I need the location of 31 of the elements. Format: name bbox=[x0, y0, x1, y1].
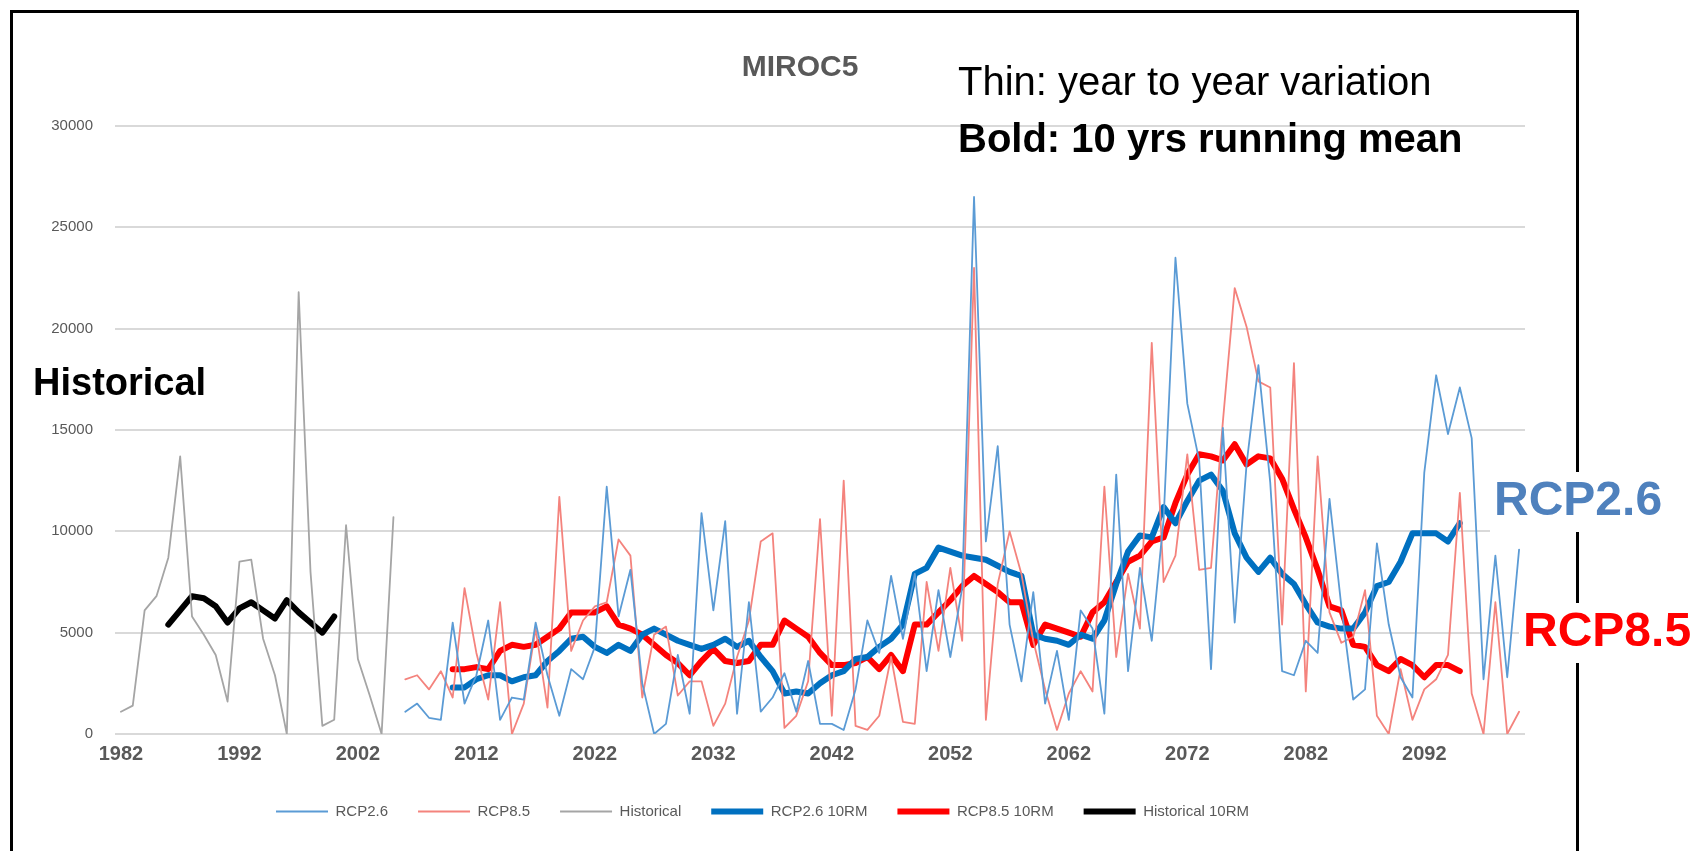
annotation: RCP8.5 bbox=[1523, 603, 1692, 657]
y-tick-label: 25000 bbox=[51, 217, 93, 235]
legend-label: Historical 10RM bbox=[1143, 801, 1249, 819]
legend-label: RCP8.5 10RM bbox=[956, 801, 1054, 819]
x-tick-label: 2032 bbox=[691, 741, 736, 764]
x-tick-label: 2012 bbox=[454, 741, 499, 764]
annotation: Historical bbox=[33, 361, 207, 404]
annotation: RCP2.6 bbox=[1494, 472, 1663, 526]
x-tick-label: 2082 bbox=[1283, 741, 1329, 764]
x-tick-label: 1992 bbox=[217, 741, 262, 764]
y-tick-label: 30000 bbox=[51, 116, 93, 134]
chart-title: MIROC5 bbox=[741, 49, 859, 83]
legend-label: RCP2.6 10RM bbox=[770, 801, 868, 819]
legend-label: RCP2.6 bbox=[335, 801, 389, 819]
y-tick-label: 15000 bbox=[51, 420, 93, 438]
legend-label: Historical bbox=[619, 801, 682, 819]
annotation: Bold: 10 yrs running mean bbox=[958, 116, 1463, 161]
x-tick-label: 2092 bbox=[1402, 741, 1447, 764]
y-tick-label: 10000 bbox=[51, 521, 93, 539]
y-tick-label: 0 bbox=[84, 724, 93, 742]
x-tick-label: 2062 bbox=[1046, 741, 1092, 764]
legend-label: RCP8.5 bbox=[477, 801, 531, 819]
x-tick-label: 2072 bbox=[1165, 741, 1210, 764]
x-tick-label: 2022 bbox=[572, 741, 618, 764]
y-tick-label: 20000 bbox=[51, 318, 93, 336]
x-tick-label: 2052 bbox=[928, 741, 973, 764]
x-tick-label: 2042 bbox=[809, 741, 855, 764]
x-tick-label: 1982 bbox=[98, 741, 144, 764]
text: Thin: year to year variation bbox=[958, 59, 1432, 104]
x-tick-label: 2002 bbox=[335, 741, 381, 764]
y-tick-label: 5000 bbox=[59, 622, 93, 640]
